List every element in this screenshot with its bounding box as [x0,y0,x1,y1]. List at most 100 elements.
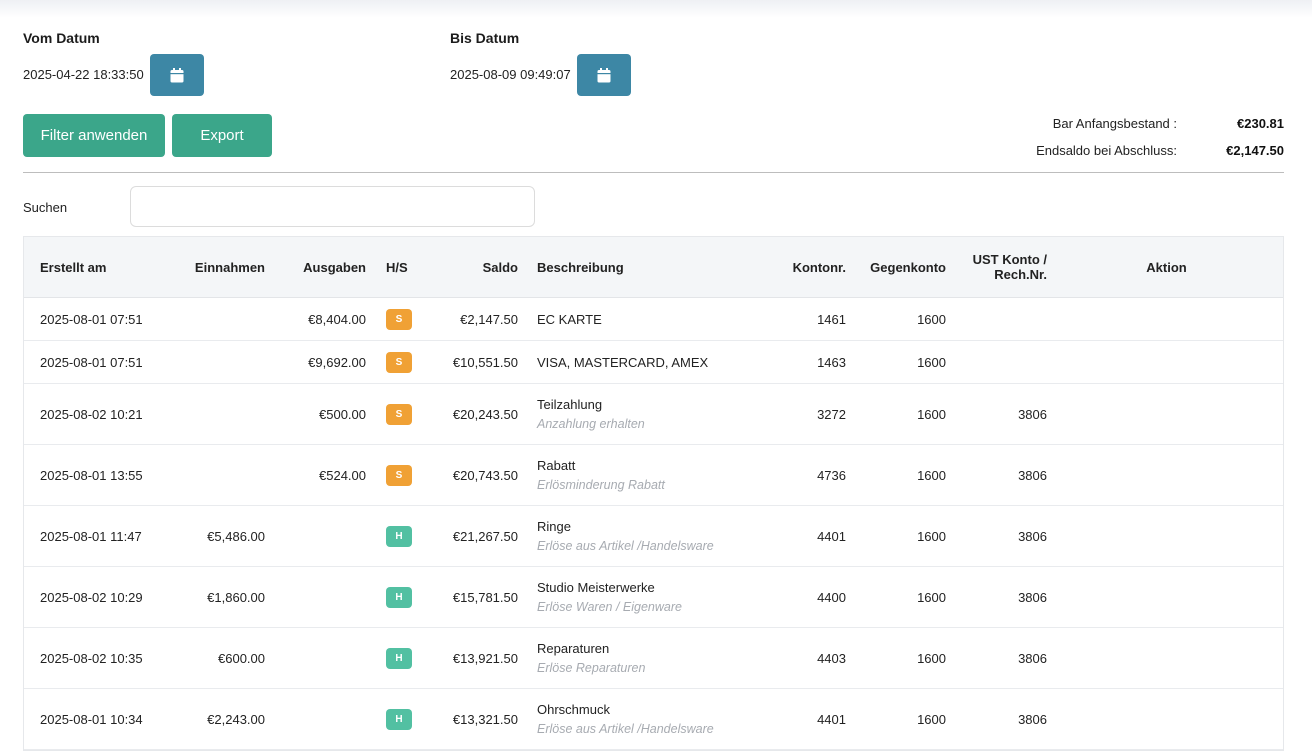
opening-balance-label: Bar Anfangsbestand : [1052,116,1177,131]
hs-badge: H [386,586,412,608]
created-cell: 2025-08-01 07:51 [40,311,143,327]
search-input[interactable] [130,186,535,227]
balance-cell: €13,321.50 [452,711,518,727]
expense-cell: €9,692.00 [308,354,366,370]
table-row[interactable]: 2025-08-02 10:21 €500.00 S €20,243.50 Teilza… [24,384,1283,445]
hs-badge: H [386,525,412,547]
description-title: Reparaturen [537,641,610,656]
counter-account-cell: 1600 [917,711,946,727]
description-subtitle: Erlösminderung Rabatt [537,478,665,492]
hs-badge: S [386,464,412,486]
counter-account-cell: 1600 [917,354,946,370]
table-row[interactable]: 2025-08-01 13:55 €524.00 S €20,743.50 Rabatt… [24,445,1283,506]
from-date-label: Vom Datum [23,30,100,46]
counter-account-cell: 1600 [917,589,946,605]
vat-cell: 3806 [1018,406,1047,422]
col-description[interactable]: Beschreibung [537,259,624,275]
col-balance[interactable]: Saldo [482,259,518,275]
description-subtitle: Erlöse aus Artikel /Handelsware [537,722,714,736]
col-expense[interactable]: Ausgaben [303,259,366,275]
created-cell: 2025-08-02 10:21 [40,406,143,422]
table-row[interactable]: 2025-08-01 11:47 €5,486.00 H €21,267.50 Ring… [24,506,1283,567]
from-date-calendar-button[interactable] [150,54,204,96]
top-bar [0,0,1312,18]
income-cell: €5,486.00 [207,528,265,544]
from-date-value: 2025-04-22 18:33:50 [23,67,144,82]
description-title: Ohrschmuck [537,702,610,717]
col-vat-line1: UST Konto / [972,252,1047,267]
vat-cell: 3806 [1018,589,1047,605]
description-cell: EC KARTE [537,298,602,340]
expense-cell: €524.00 [319,467,366,483]
table-body: 2025-08-01 07:51 €8,404.00 S €2,147.50 EC KA… [24,298,1283,750]
vat-cell: 3806 [1018,711,1047,727]
hs-badge: S [386,351,412,373]
description-cell: Rabatt Erlösminderung Rabatt [537,445,665,505]
vat-cell: 3806 [1018,650,1047,666]
col-counter[interactable]: Gegenkonto [870,259,946,275]
created-cell: 2025-08-02 10:29 [40,589,143,605]
apply-filter-button[interactable]: Filter anwenden [23,114,165,157]
vat-cell: 3806 [1018,467,1047,483]
balance-cell: €10,551.50 [452,354,518,370]
description-cell: Studio Meisterwerke Erlöse Waren / Eigenw… [537,567,682,627]
table-row[interactable]: 2025-08-02 10:35 €600.00 H €13,921.50 Repara… [24,628,1283,689]
balance-cell: €20,243.50 [452,406,518,422]
col-hs[interactable]: H/S [386,259,408,275]
account-cell: 1461 [817,311,846,327]
hs-badge: H [386,708,412,730]
export-button[interactable]: Export [172,114,272,157]
account-cell: 4401 [817,711,846,727]
created-cell: 2025-08-01 07:51 [40,354,143,370]
search-label: Suchen [23,200,68,215]
hs-badge: S [386,403,412,425]
table-row[interactable]: 2025-08-01 07:51 €8,404.00 S €2,147.50 EC KA… [24,298,1283,341]
to-date-value: 2025-08-09 09:49:07 [450,67,571,82]
description-cell: Ringe Erlöse aus Artikel /Handelsware [537,506,714,566]
description-title: VISA, MASTERCARD, AMEX [537,354,709,370]
description-cell: Teilzahlung Anzahlung erhalten [537,384,645,444]
description-title: Studio Meisterwerke [537,580,655,595]
col-income[interactable]: Einnahmen [194,259,265,275]
counter-account-cell: 1600 [917,650,946,666]
closing-balance-label: Endsaldo bei Abschluss: [1036,143,1177,158]
description-title: Rabatt [537,458,576,473]
account-cell: 4401 [817,528,846,544]
description-title: Teilzahlung [537,397,603,412]
transactions-table: Erstellt am Einnahmen Ausgaben H/S Saldo… [23,236,1284,751]
income-cell: €2,243.00 [207,711,265,727]
account-cell: 4400 [817,589,846,605]
description-subtitle: Anzahlung erhalten [537,417,645,431]
vat-cell: 3806 [1018,528,1047,544]
opening-balance-value: €230.81 [1237,116,1284,131]
col-vat[interactable]: UST Konto / Rech.Nr. [973,237,1047,297]
table-row[interactable]: 2025-08-01 07:51 €9,692.00 S €10,551.50 VISA… [24,341,1283,384]
created-cell: 2025-08-02 10:35 [40,650,143,666]
balance-cell: €13,921.50 [452,650,518,666]
description-subtitle: Erlöse aus Artikel /Handelsware [537,539,714,553]
account-cell: 4736 [817,467,846,483]
description-title: Ringe [537,519,571,534]
hs-badge: S [386,308,412,330]
description-cell: VISA, MASTERCARD, AMEX [537,341,708,383]
description-subtitle: Erlöse Reparaturen [537,661,646,675]
created-cell: 2025-08-01 10:34 [40,711,143,727]
expense-cell: €8,404.00 [308,311,366,327]
table-row[interactable]: 2025-08-01 10:34 €2,243.00 H €13,321.50 Ohrs… [24,689,1283,750]
col-account[interactable]: Kontonr. [792,259,846,275]
col-created[interactable]: Erstellt am [40,259,107,275]
created-cell: 2025-08-01 13:55 [40,467,143,483]
description-cell: Ohrschmuck Erlöse aus Artikel /Handelswar… [537,689,714,749]
balance-cell: €20,743.50 [452,467,518,483]
balance-cell: €15,781.50 [452,589,518,605]
table-row[interactable]: 2025-08-02 10:29 €1,860.00 H €15,781.50 Stud… [24,567,1283,628]
calendar-icon [597,67,611,82]
to-date-calendar-button[interactable] [577,54,631,96]
description-subtitle: Erlöse Waren / Eigenware [537,600,682,614]
counter-account-cell: 1600 [917,311,946,327]
closing-balance-value: €2,147.50 [1226,143,1284,158]
col-vat-line2: Rech.Nr. [994,267,1047,282]
balance-cell: €2,147.50 [460,311,518,327]
col-action: Aktion [1146,259,1187,275]
created-cell: 2025-08-01 11:47 [40,528,142,544]
